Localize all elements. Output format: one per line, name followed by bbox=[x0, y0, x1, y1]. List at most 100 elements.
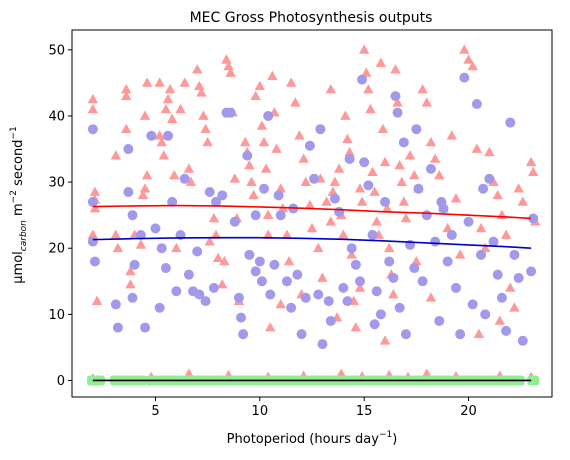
series-0-point-67 bbox=[275, 183, 286, 193]
series-1-point-34 bbox=[236, 312, 247, 323]
x-tick-label-0: 5 bbox=[151, 404, 159, 419]
y-axis-title-sup1: −2 bbox=[9, 190, 19, 203]
series-1-point-98 bbox=[480, 309, 491, 320]
series-1-point-80 bbox=[409, 263, 420, 274]
series-0-point-39 bbox=[202, 136, 213, 147]
series-1-point-96 bbox=[471, 99, 482, 110]
series-1-point-103 bbox=[501, 325, 512, 336]
series-0-point-75 bbox=[300, 176, 311, 186]
series-0-point-127 bbox=[442, 222, 453, 233]
series-1-point-77 bbox=[394, 302, 405, 313]
series-0-point-69 bbox=[281, 229, 293, 239]
y-axis-title: μmolcarbon m−2 second−1 bbox=[9, 126, 29, 283]
series-0-point-45 bbox=[221, 54, 232, 64]
series-0-point-7 bbox=[110, 150, 122, 160]
series-0-point-56 bbox=[250, 90, 261, 100]
series-0-point-94 bbox=[350, 322, 362, 332]
series-1-point-48 bbox=[286, 302, 297, 313]
series-1-point-55 bbox=[313, 289, 324, 300]
series-0-point-49 bbox=[229, 173, 241, 183]
series-0-point-98 bbox=[361, 67, 372, 77]
series-0-point-77 bbox=[306, 222, 318, 233]
series-1-point-29 bbox=[217, 190, 228, 201]
series-0-point-124 bbox=[429, 153, 441, 163]
series-0-point-73 bbox=[294, 130, 305, 140]
series-0-point-21 bbox=[154, 77, 165, 87]
series-0-point-80 bbox=[317, 272, 328, 282]
series-0-point-108 bbox=[381, 203, 393, 213]
series-0-point-8 bbox=[110, 229, 122, 239]
series-1-point-115 bbox=[398, 137, 409, 148]
series-1-point-87 bbox=[434, 315, 445, 326]
series-1-point-10 bbox=[135, 229, 146, 240]
series-0-point-54 bbox=[246, 176, 257, 186]
series-1-point-99 bbox=[484, 173, 495, 184]
series-1-point-1 bbox=[87, 196, 98, 207]
series-1-point-40 bbox=[256, 276, 267, 287]
series-0-point-101 bbox=[367, 166, 378, 177]
x-axis-title-sup: −1 bbox=[379, 430, 392, 440]
series-1-point-64 bbox=[350, 259, 361, 270]
series-1-point-114 bbox=[344, 153, 355, 164]
series-1-point-37 bbox=[244, 249, 255, 260]
series-0-point-164 bbox=[183, 368, 195, 378]
series-1-point-118 bbox=[369, 319, 380, 330]
plot-marks bbox=[86, 44, 541, 386]
series-1-point-24 bbox=[194, 289, 205, 300]
series-1-point-111 bbox=[167, 196, 178, 207]
series-0-point-112 bbox=[390, 64, 401, 74]
series-0-point-9 bbox=[112, 242, 124, 253]
series-0-point-155 bbox=[425, 292, 437, 302]
series-1-point-112 bbox=[250, 210, 261, 221]
series-0-point-159 bbox=[275, 298, 286, 309]
series-1-point-81 bbox=[411, 124, 422, 135]
series-0-point-71 bbox=[285, 77, 297, 87]
series-1-point-107 bbox=[517, 335, 528, 346]
series-0-point-61 bbox=[262, 229, 274, 239]
series-0-point-137 bbox=[484, 146, 495, 157]
series-0-point-85 bbox=[329, 176, 341, 186]
series-1-point-89 bbox=[442, 256, 453, 267]
x-axis-title: Photoperiod (hours day−1) bbox=[227, 430, 398, 447]
series-0-point-132 bbox=[463, 54, 474, 64]
series-1-point-108 bbox=[526, 266, 537, 277]
series-0-point-6 bbox=[91, 295, 103, 305]
series-0-point-76 bbox=[304, 199, 316, 210]
series-0-point-131 bbox=[459, 44, 470, 54]
series-0-point-16 bbox=[137, 189, 149, 200]
series-0-point-47 bbox=[225, 67, 236, 77]
series-0-point-109 bbox=[383, 242, 395, 253]
series-0-point-18 bbox=[139, 110, 151, 120]
series-0-point-44 bbox=[219, 255, 230, 266]
series-1-point-117 bbox=[478, 183, 489, 194]
series-0-point-37 bbox=[198, 110, 209, 120]
series-1-point-23 bbox=[192, 246, 203, 257]
series-0-point-116 bbox=[398, 196, 410, 206]
series-1-point-38 bbox=[250, 266, 261, 277]
series-1-point-27 bbox=[208, 282, 219, 293]
y-axis-title-unit: μmol bbox=[11, 251, 26, 284]
series-0-point-60 bbox=[260, 163, 272, 173]
series-0-point-43 bbox=[217, 279, 228, 289]
series-0-point-130 bbox=[454, 249, 466, 259]
series-0-point-92 bbox=[346, 249, 357, 259]
series-0-point-27 bbox=[164, 84, 176, 94]
y-tick-label-2: 20 bbox=[48, 242, 65, 257]
series-0-point-136 bbox=[479, 242, 491, 253]
series-0-point-40 bbox=[204, 236, 215, 246]
series-0-point-158 bbox=[411, 255, 422, 266]
series-1-point-18 bbox=[171, 286, 182, 297]
series-0-point-34 bbox=[191, 64, 203, 74]
y-tick-label-5: 50 bbox=[48, 43, 65, 58]
series-1-point-59 bbox=[329, 193, 340, 204]
y-tick-label-4: 40 bbox=[48, 109, 65, 124]
series-1-point-20 bbox=[179, 173, 190, 184]
series-1-point-93 bbox=[459, 72, 470, 83]
series-0-point-38 bbox=[200, 123, 211, 134]
series-0-point-0 bbox=[87, 93, 99, 104]
series-1-point-4 bbox=[110, 299, 121, 310]
series-1-point-63 bbox=[346, 243, 357, 254]
series-0-point-134 bbox=[471, 143, 483, 153]
series-0-point-20 bbox=[139, 183, 151, 193]
series-1-point-39 bbox=[254, 256, 265, 267]
